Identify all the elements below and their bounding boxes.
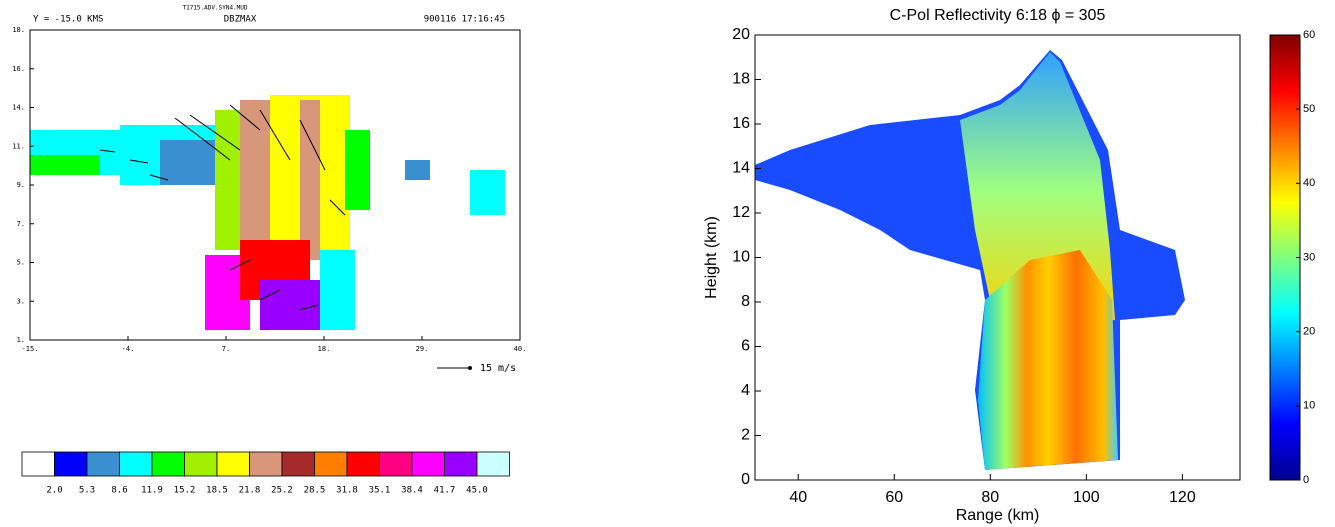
echo — [345, 130, 370, 210]
colorbar-label: 38.4 — [401, 486, 423, 496]
y-tick-label: 14. — [12, 104, 25, 112]
colorbar-box — [411, 451, 445, 477]
x-tick-label: 100 — [1073, 489, 1100, 506]
y-tick-label: 14 — [732, 160, 750, 177]
colorbar-box — [314, 451, 348, 477]
header-center: DBZMAX — [224, 15, 257, 25]
echo — [405, 160, 430, 180]
colorbar-box — [54, 451, 88, 477]
y-tick-label: 7. — [17, 220, 25, 228]
left-panel: T1715.ADV.SYN4.MUD Y = -15.0 KMS DBZMAX … — [12, 5, 526, 496]
colorbar-label: 41.7 — [434, 486, 456, 496]
colorbar-label: 60 — [1303, 29, 1315, 41]
colorbar-label: 18.5 — [206, 486, 228, 496]
colorbar-label: 2.0 — [46, 486, 62, 496]
x-tick-label: 29. — [416, 345, 429, 353]
colorbar-label: 35.1 — [369, 486, 391, 496]
colorbar-label: 28.5 — [304, 486, 326, 496]
colorbar-label: 50 — [1303, 103, 1315, 115]
colorbar-label: 21.8 — [239, 486, 261, 496]
y-tick-label: 5. — [17, 259, 25, 267]
echo — [215, 110, 240, 250]
header-right: 900116 17:16:45 — [424, 15, 505, 25]
x-tick-label: 80 — [981, 489, 999, 506]
wind-vectors — [99, 104, 346, 311]
y-tick-label: 3. — [17, 297, 25, 305]
colorbar-box — [184, 451, 218, 477]
colorbar-label: 31.8 — [336, 486, 358, 496]
y-tick-label: 16. — [12, 65, 25, 73]
y-tick-label: 18. — [12, 26, 25, 34]
colorbar-label: 25.2 — [271, 486, 293, 496]
echo — [320, 250, 355, 330]
y-tick-label: 0 — [741, 471, 750, 488]
colorbar-box — [216, 451, 250, 477]
echo — [470, 170, 505, 215]
x-tick-label: 120 — [1169, 489, 1196, 506]
colorbar-box — [281, 451, 315, 477]
echo-core — [978, 250, 1118, 470]
y-tick-label: 9. — [17, 181, 25, 189]
colorbar-label: 0 — [1303, 474, 1309, 486]
colorbar-label: 40 — [1303, 177, 1315, 189]
x-tick-label: -4. — [122, 345, 135, 353]
x-tick-label: 18. — [318, 345, 331, 353]
y-tick-label: 20 — [732, 26, 750, 43]
y-tick-label: 12 — [732, 204, 750, 221]
colorbar-box — [249, 451, 283, 477]
y-tick-label: 6 — [741, 338, 750, 355]
y-tick-label: 11. — [12, 142, 25, 150]
colorbar-label: 20 — [1303, 326, 1315, 338]
x-tick-label: 7. — [222, 345, 230, 353]
colorbar-label: 5.3 — [79, 486, 95, 496]
colorbar-label: 10 — [1303, 400, 1315, 412]
colorbar-box — [86, 451, 120, 477]
y-tick-label: 2 — [741, 427, 750, 444]
echo — [160, 140, 215, 185]
y-axis-label: Height (km) — [703, 216, 720, 299]
colorbar-box — [119, 451, 153, 477]
colorbar — [1269, 34, 1301, 481]
chart-title: C-Pol Reflectivity 6:18 ϕ = 305 — [890, 7, 1106, 24]
y-tick-label: 18 — [732, 71, 750, 88]
vector-key: 15 m/s — [480, 363, 516, 374]
y-tick-label: 8 — [741, 293, 750, 310]
colorbar-label: 15.2 — [174, 486, 196, 496]
colorbar-label: 11.9 — [141, 486, 163, 496]
colorbar-box — [21, 451, 55, 477]
x-tick-label: -15. — [22, 345, 39, 353]
colorbar-box — [346, 451, 380, 477]
x-tick-label: 60 — [885, 489, 903, 506]
colorbar-box — [151, 451, 185, 477]
colorbar-box — [379, 451, 413, 477]
header-left: Y = -15.0 KMS — [33, 15, 103, 25]
echo — [300, 100, 320, 260]
echo — [30, 155, 100, 175]
echo-anvil — [755, 50, 1185, 470]
colorbar-box — [476, 451, 510, 477]
colorbar-label: 45.0 — [466, 486, 488, 496]
file-name: T1715.ADV.SYN4.MUD — [182, 5, 247, 12]
y-tick-label: 16 — [732, 115, 750, 132]
x-tick-label: 40. — [514, 345, 527, 353]
colorbar-box — [444, 451, 478, 477]
y-tick-label: 10 — [732, 249, 750, 266]
x-axis-label: Range (km) — [956, 507, 1040, 524]
colorbar-label: 8.6 — [111, 486, 127, 496]
y-tick-label: 4 — [741, 382, 750, 399]
colorbar-label: 30 — [1303, 251, 1315, 263]
y-tick-label: 1. — [17, 336, 25, 344]
vector-key-head — [468, 366, 472, 370]
x-tick-label: 40 — [789, 489, 807, 506]
